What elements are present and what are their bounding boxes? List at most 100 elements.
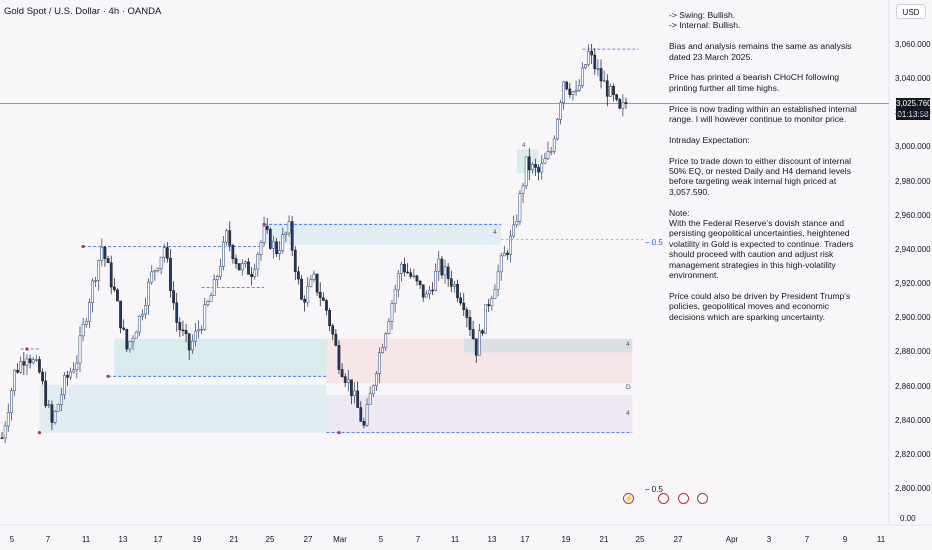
demand-zone [326, 395, 633, 433]
candle-body [159, 256, 163, 269]
time-tick-label: Apr [725, 535, 739, 544]
candle-body [356, 390, 360, 408]
candle-body [431, 289, 434, 292]
candle-body [424, 293, 428, 298]
time-tick-label: 19 [192, 535, 202, 544]
candle-body [203, 304, 207, 330]
candle-body [474, 338, 478, 356]
candle-body [122, 327, 126, 330]
candle-body [577, 85, 581, 91]
candle-body [465, 309, 469, 318]
price-tick-label: 2,820.000 [895, 449, 931, 459]
candle-body [141, 313, 144, 317]
zone-label: D [626, 384, 631, 391]
candle-body [462, 302, 466, 310]
candle-body [506, 252, 509, 255]
candle-body [365, 404, 369, 426]
candle-body [624, 102, 628, 104]
candle-body [471, 329, 475, 340]
candle-body [615, 94, 618, 100]
candle-body [515, 221, 519, 226]
candle-body [421, 284, 425, 298]
note-paragraph: Price could also be driven by President … [669, 290, 851, 322]
candle-body [240, 263, 244, 271]
candle-body [16, 369, 19, 373]
candle-body [234, 258, 238, 264]
candle-body [487, 304, 491, 307]
time-tick-label: 5 [378, 535, 384, 544]
candle-body [278, 250, 282, 254]
candle-body [518, 193, 522, 222]
note-paragraph: Intraday Expectation: [669, 134, 750, 145]
candle-body [303, 299, 306, 303]
candle-body [609, 86, 612, 97]
candle-body [562, 81, 565, 104]
candle-body [125, 328, 129, 350]
candle-body [106, 258, 110, 264]
candle-body [175, 302, 179, 323]
candle-body [53, 411, 57, 423]
price-tick-label: 2,900.000 [895, 313, 931, 323]
candle-body [490, 298, 494, 307]
candle-body [25, 358, 29, 366]
price-tick-label: 3,060.000 [895, 40, 931, 49]
candle-body [390, 303, 394, 322]
candle-body [400, 263, 403, 274]
candle-body [459, 297, 462, 304]
us-flag-icon[interactable] [678, 493, 689, 504]
candle-body [449, 278, 453, 287]
candle-body [468, 317, 472, 330]
us-flag-icon[interactable] [697, 493, 708, 504]
candle-body [22, 361, 26, 366]
price-tick-label: 2,840.000 [895, 415, 931, 425]
candle-body [94, 280, 97, 282]
zone-label: 4 [626, 341, 630, 348]
candle-body [178, 322, 182, 331]
time-tick-label: 25 [265, 535, 275, 544]
eq-50-value: 0.5 [651, 238, 663, 247]
candle-body [56, 404, 60, 412]
candle-body [137, 315, 141, 333]
candle-body [0, 437, 4, 439]
time-tick-label: 11 [81, 535, 91, 544]
candle-body [309, 279, 313, 287]
note-paragraph: Price has printed a bearish CHoCH follow… [669, 72, 840, 93]
lightning-icon[interactable]: ⚡ [623, 493, 634, 504]
candle-body [443, 266, 447, 276]
candle-body [244, 261, 247, 264]
zone-label: 4 [522, 142, 526, 149]
candle-body [456, 283, 459, 299]
candle-body [50, 404, 54, 423]
note-paragraph: Bias and analysis remains the same as an… [669, 41, 852, 62]
candle-body [190, 340, 194, 351]
candle-body [59, 394, 63, 405]
price-tick-label: 0.00 [900, 514, 916, 523]
price-tick-label: 2,940.000 [895, 244, 931, 254]
candle-body [41, 371, 44, 382]
candle-body [63, 375, 66, 396]
candle-body [612, 86, 615, 96]
demand-zone [114, 338, 327, 377]
candle-body [375, 373, 378, 387]
candle-body [88, 302, 91, 322]
time-tick-label: 13 [118, 535, 128, 544]
candle-body [371, 385, 375, 394]
candle-body [231, 245, 235, 259]
us-flag-icon[interactable] [658, 493, 669, 504]
candle-body [315, 273, 319, 293]
eq-50-label: – 0.5 [645, 238, 663, 247]
candle-body [481, 330, 484, 334]
candle-body [134, 331, 138, 339]
candle-body [91, 280, 94, 303]
candle-body [184, 330, 188, 335]
candle-body [6, 412, 10, 427]
candle-body [350, 379, 353, 396]
candle-body [197, 329, 200, 332]
candle-body [568, 88, 572, 95]
candle-body [605, 80, 609, 97]
currency-button[interactable]: USD [896, 4, 926, 19]
candle-body [599, 68, 603, 82]
candle-body [19, 361, 23, 373]
